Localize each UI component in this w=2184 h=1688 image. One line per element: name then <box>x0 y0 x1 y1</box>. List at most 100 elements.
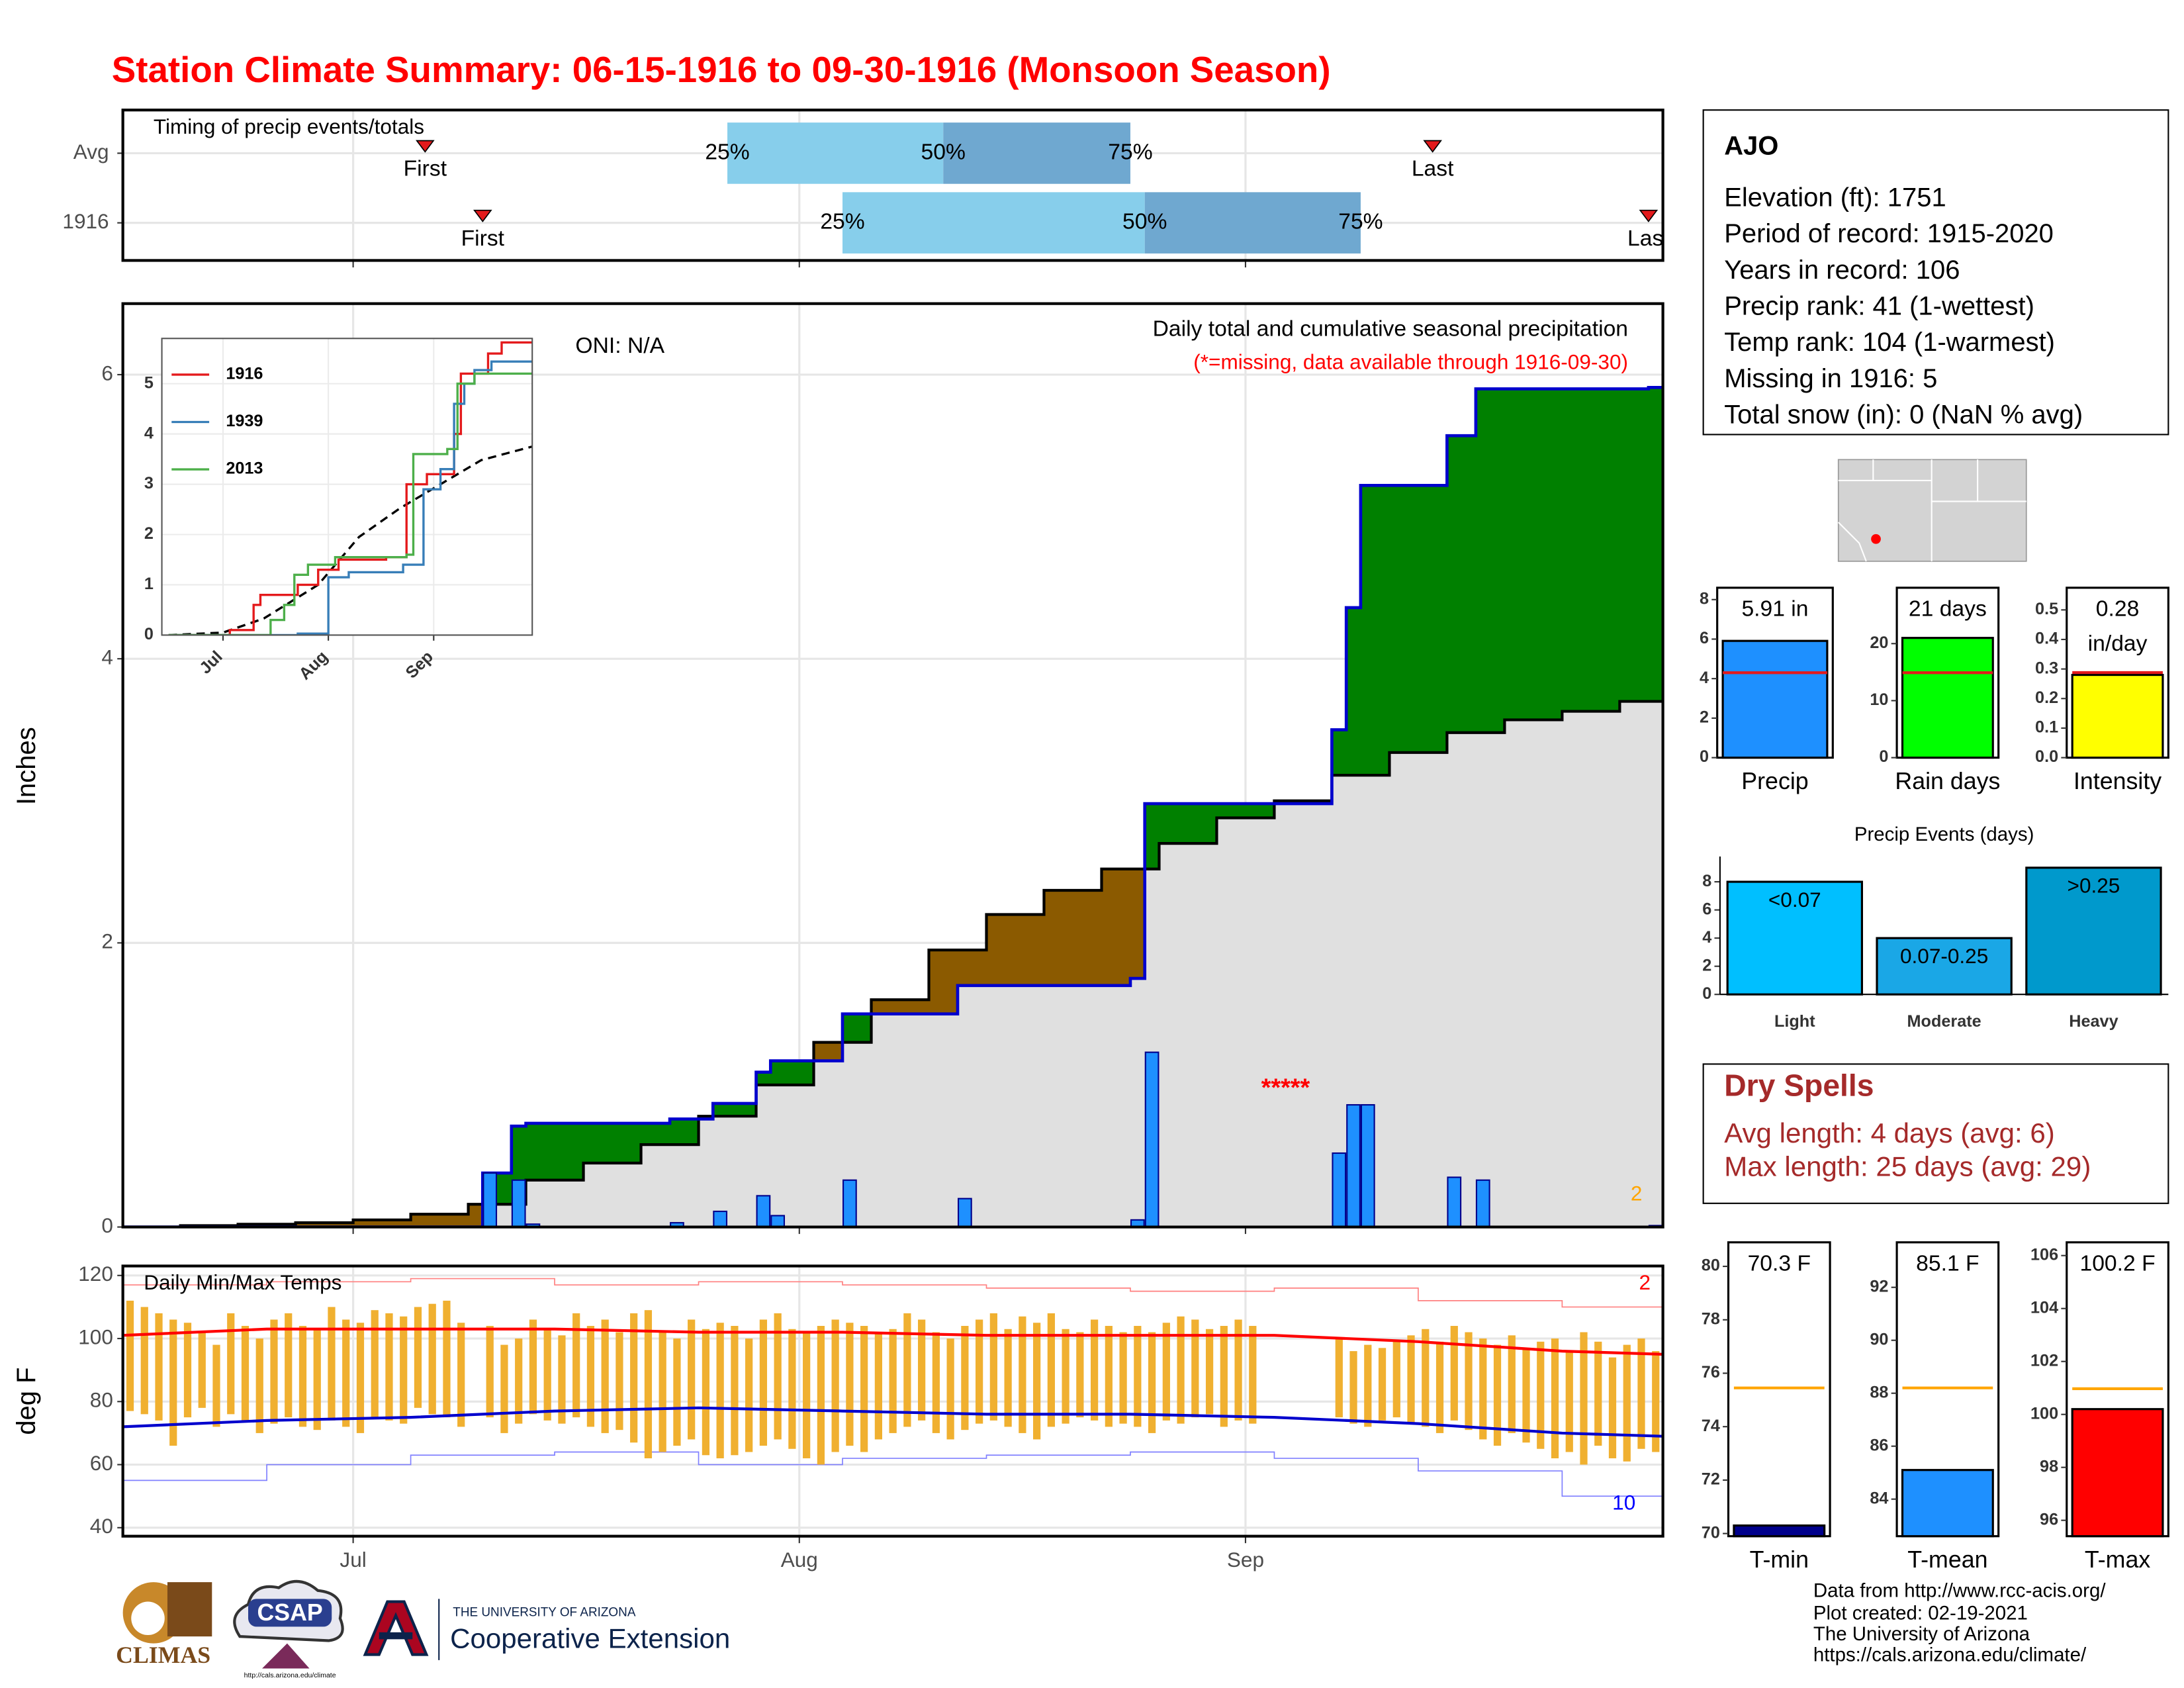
daily-temp-bar <box>745 1338 753 1452</box>
missing-marker: ***** <box>1261 1074 1310 1102</box>
quartile-box <box>727 122 944 184</box>
panel-subtitle: (*=missing, data available through 1916-… <box>1193 350 1628 373</box>
daily-temp-bar <box>1234 1319 1242 1421</box>
event-label: First <box>404 157 447 181</box>
summary-bar <box>1901 1469 1994 1538</box>
cumulative-line <box>122 385 1663 1227</box>
base-area <box>122 694 1663 1227</box>
daily-temp-bar <box>961 1325 969 1430</box>
y-tick-label: 0.1 <box>2035 718 2058 737</box>
y-tick-label: 1 <box>144 575 154 593</box>
station-line: Period of record: 1915-2020 <box>1724 219 2054 248</box>
daily-temp-bar <box>1076 1332 1084 1418</box>
legend-label: 2013 <box>226 459 263 478</box>
daily-precip-bar <box>842 1179 857 1227</box>
daily-temp-bar <box>1422 1329 1430 1427</box>
daily-temp-bar <box>601 1319 609 1433</box>
daily-temp-bar <box>803 1332 811 1459</box>
y-tick-label: 78 <box>1702 1309 1720 1328</box>
row-label: 1916 <box>62 209 109 233</box>
daily-temp-bar <box>212 1344 220 1427</box>
daily-temp-bar <box>716 1323 724 1459</box>
daily-precip-bar <box>1130 1219 1145 1227</box>
x-tick-label: Sep <box>1227 1548 1264 1571</box>
note-label: 2 <box>1631 1182 1643 1205</box>
dry-spells-line: Max length: 25 days (avg: 29) <box>1724 1150 2091 1182</box>
y-tick-label: 72 <box>1702 1470 1720 1489</box>
daily-precip-bar <box>1475 1179 1490 1227</box>
value-label: 0.28 <box>2096 596 2140 621</box>
y-tick-label: 74 <box>1702 1417 1720 1435</box>
y-tick-label: 0.5 <box>2035 600 2058 618</box>
daily-temp-bar <box>1148 1332 1156 1433</box>
daily-temp-bar <box>831 1319 839 1452</box>
csap-text: CSAP <box>257 1599 322 1626</box>
station-line: Elevation (ft): 1751 <box>1724 183 1946 212</box>
y-tick-label: 100 <box>78 1325 113 1348</box>
y-tick-label: 0.4 <box>2035 630 2058 648</box>
y-tick-label: 88 <box>1870 1383 1888 1401</box>
y-tick-label: 6 <box>101 361 113 385</box>
y-tick-label: 0 <box>1702 984 1711 1003</box>
panel-title: Timing of precip events/totals <box>154 115 424 138</box>
daily-temp-bar <box>860 1325 868 1452</box>
daily-temp-bar <box>1378 1348 1387 1421</box>
daily-temp-bar <box>1062 1329 1069 1424</box>
y-tick-label: 96 <box>2040 1510 2058 1528</box>
y-tick-label: 102 <box>2030 1351 2058 1370</box>
inset-background <box>161 338 533 635</box>
daily-temp-bar <box>1249 1325 1257 1424</box>
daily-temp-bar <box>227 1313 235 1415</box>
summary-bar <box>1901 637 1994 759</box>
y-tick-label: 106 <box>2030 1245 2058 1264</box>
daily-precip-bar <box>957 1197 972 1227</box>
y-tick-label: 5 <box>144 373 154 392</box>
daily-temp-bar <box>126 1300 134 1411</box>
locator-map <box>1837 459 2027 562</box>
value-label: 85.1 F <box>1916 1251 1979 1276</box>
legend-label: 1916 <box>226 365 263 383</box>
daily-temp-bar <box>630 1313 638 1443</box>
event-marker <box>1423 140 1442 153</box>
dry-spells-title: Dry Spells <box>1724 1068 1874 1102</box>
y-tick-label: 10 <box>1870 690 1888 709</box>
daily-temp-bar <box>788 1329 796 1449</box>
y-tick-label: 98 <box>2040 1457 2058 1476</box>
quartile-label: 75% <box>1108 140 1152 164</box>
station-box <box>1702 109 2169 436</box>
y-tick-label: 92 <box>1870 1277 1888 1295</box>
credit-line: Plot created: 02-19-2021 <box>1813 1602 2028 1624</box>
y-tick-label: 70 <box>1702 1523 1720 1542</box>
daily-temp-bar <box>543 1329 551 1421</box>
daily-temp-bar <box>1565 1351 1573 1452</box>
daily-temp-bar <box>356 1323 365 1433</box>
station-line: Total snow (in): 0 (NaN % avg) <box>1724 400 2083 430</box>
y-tick-label: 0.3 <box>2035 659 2058 677</box>
panel-frame <box>121 1264 1664 1538</box>
daily-temp-bar <box>155 1313 163 1421</box>
panel-title: Daily total and cumulative seasonal prec… <box>1153 317 1628 342</box>
daily-temp-bar <box>1220 1325 1228 1427</box>
daily-temp-bar <box>1508 1335 1516 1433</box>
dry-spells-box <box>1702 1063 2169 1204</box>
daily-temp-bar <box>702 1329 710 1456</box>
daily-temp-bar <box>515 1338 523 1424</box>
quartile-label: 75% <box>1338 210 1383 234</box>
y-tick-label: 80 <box>1702 1256 1720 1275</box>
daily-temp-bar <box>1019 1316 1026 1433</box>
daily-temp-bar <box>1594 1341 1602 1446</box>
daily-temp-bar <box>385 1313 393 1421</box>
daily-temp-bar <box>443 1300 451 1418</box>
y-tick-label: 3 <box>144 474 154 492</box>
station-line: Missing in 1916: 5 <box>1724 364 1937 393</box>
daily-temp-bar <box>328 1307 336 1421</box>
daily-temp-bar <box>1637 1338 1645 1449</box>
x-tick-label: Aug <box>781 1548 818 1571</box>
daily-temp-bar <box>255 1338 263 1433</box>
precip-plot: ONI: N/A Daily total and cumulative seaso… <box>122 303 1663 1227</box>
daily-temp-bar <box>1580 1332 1588 1465</box>
daily-temp-bar <box>270 1319 278 1424</box>
y-tick-label: 4 <box>1702 928 1711 947</box>
y-tick-label: 76 <box>1702 1363 1720 1382</box>
x-tick-label: Light <box>1774 1012 1815 1031</box>
